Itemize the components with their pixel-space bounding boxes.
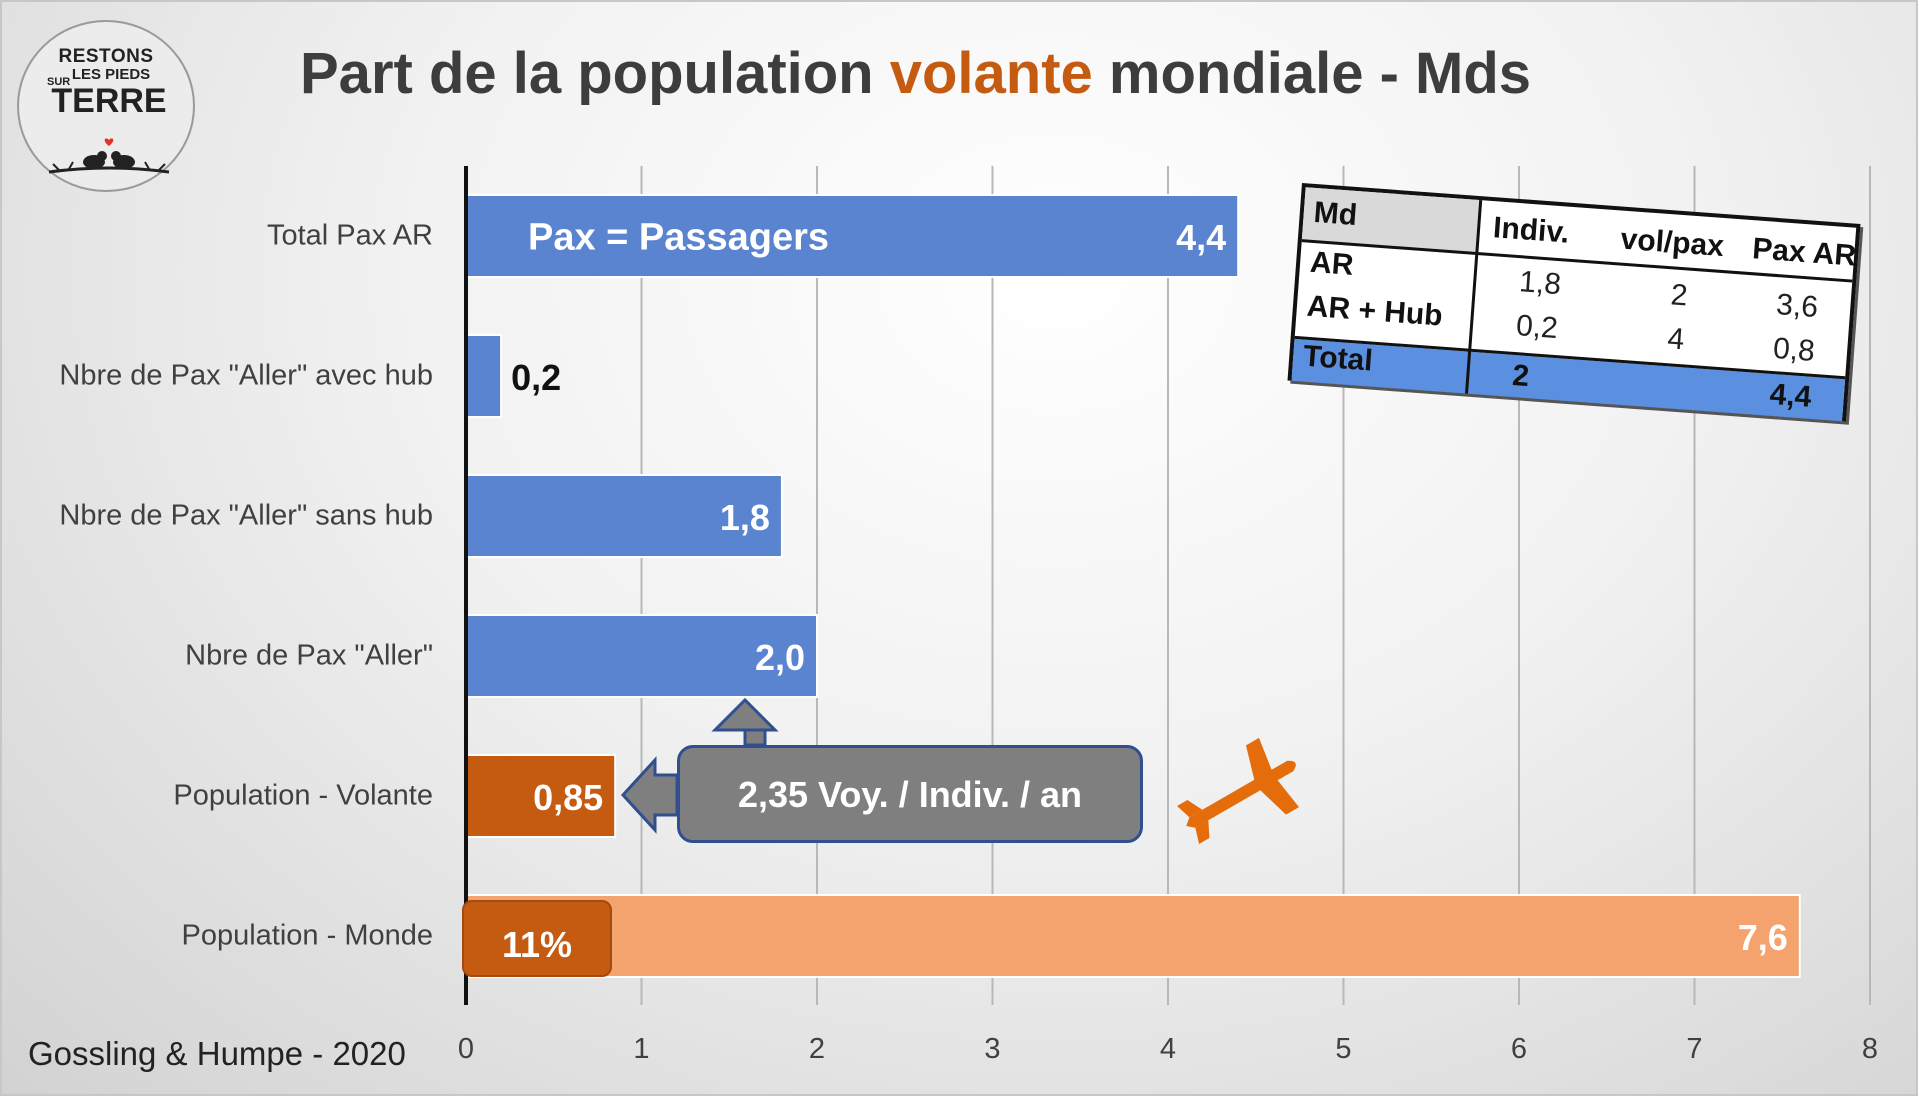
table-cell: 0,8 (1771, 331, 1816, 368)
table-row-label: AR (1309, 245, 1355, 282)
pax-definition-note: Pax = Passagers (528, 216, 830, 259)
table-row-label: AR + Hub (1305, 289, 1444, 333)
logo-line-2: LES PIEDS (71, 66, 151, 83)
title-part-2: mondiale - Mds (1092, 41, 1532, 106)
category-label: Population - Volante (173, 779, 433, 812)
table-header-cell: vol/pax (1619, 222, 1726, 264)
logo-line-1: RESTONS (58, 46, 154, 67)
x-tick-label: 3 (984, 1033, 1001, 1065)
table-cell: 4,4 (1768, 377, 1813, 414)
data-label: 2,0 (754, 637, 805, 678)
x-tick-label: 0 (457, 1033, 475, 1065)
x-tick-label: 1 (633, 1033, 650, 1065)
restons-les-pieds-sur-terre-logo: RESTONS LES PIEDS SUR TERRE (17, 20, 195, 192)
table-cell: 4 (1666, 322, 1686, 357)
table-cell: 2 (1669, 278, 1689, 313)
trips-per-person-callout: 2,35 Voy. / Indiv. / an (677, 745, 1143, 843)
table-cell: 1,8 (1518, 265, 1563, 302)
table-cell: 3,6 (1775, 288, 1820, 325)
callout-text: 2,35 Voy. / Indiv. / an (737, 774, 1083, 815)
airplane-icon (1177, 737, 1299, 845)
x-tick-label: 4 (1159, 1033, 1177, 1065)
table-header-cell: Indiv. (1492, 211, 1571, 250)
data-label: 1,8 (719, 497, 770, 538)
birds-icon (48, 138, 170, 174)
category-label: Nbre de Pax "Aller" (185, 639, 433, 672)
table-header-cell: Pax AR (1751, 232, 1858, 273)
table-row-label: Total (1302, 339, 1374, 378)
bar (465, 474, 783, 558)
category-label: Nbre de Pax "Aller" avec hub (59, 359, 433, 392)
table-header-cell: Md (1312, 195, 1359, 233)
chart-title: Part de la population volante mondiale -… (300, 40, 1700, 107)
data-label: 0,85 (533, 777, 604, 818)
share-badge: 11% (462, 900, 612, 977)
table-cell: 2 (1511, 358, 1531, 394)
title-accent-word: volante (889, 41, 1093, 106)
bar (465, 754, 617, 838)
logo-line-3: SUR (47, 76, 71, 88)
up-arrow-icon (711, 697, 779, 747)
x-tick-label: 7 (1686, 1033, 1703, 1065)
x-tick-label: 6 (1510, 1033, 1528, 1065)
category-label: Total Pax AR (266, 219, 433, 252)
x-tick-label: 2 (808, 1033, 826, 1065)
x-tick-label: 8 (1861, 1033, 1879, 1065)
data-label: 4,4 (1176, 217, 1227, 258)
bar (465, 194, 1240, 278)
breakdown-table: Md Indiv. vol/pax Pax AR AR 1,8 2 3,6 AR… (1287, 183, 1861, 422)
table-cell: 0,2 (1514, 309, 1559, 346)
bar (465, 334, 503, 418)
data-label: 0,2 (511, 357, 562, 398)
data-label: 7,6 (1737, 917, 1788, 958)
category-label: Nbre de Pax "Aller" sans hub (59, 499, 433, 532)
left-arrow-icon (620, 756, 679, 834)
title-part-1: Part de la population (300, 41, 890, 106)
x-tick-label: 5 (1335, 1033, 1352, 1065)
source-citation: Gossling & Humpe - 2020 (28, 1035, 406, 1072)
share-percentage: 11% (501, 924, 573, 965)
category-label: Population - Monde (181, 919, 434, 952)
logo-line-4: TERRE (51, 82, 167, 120)
